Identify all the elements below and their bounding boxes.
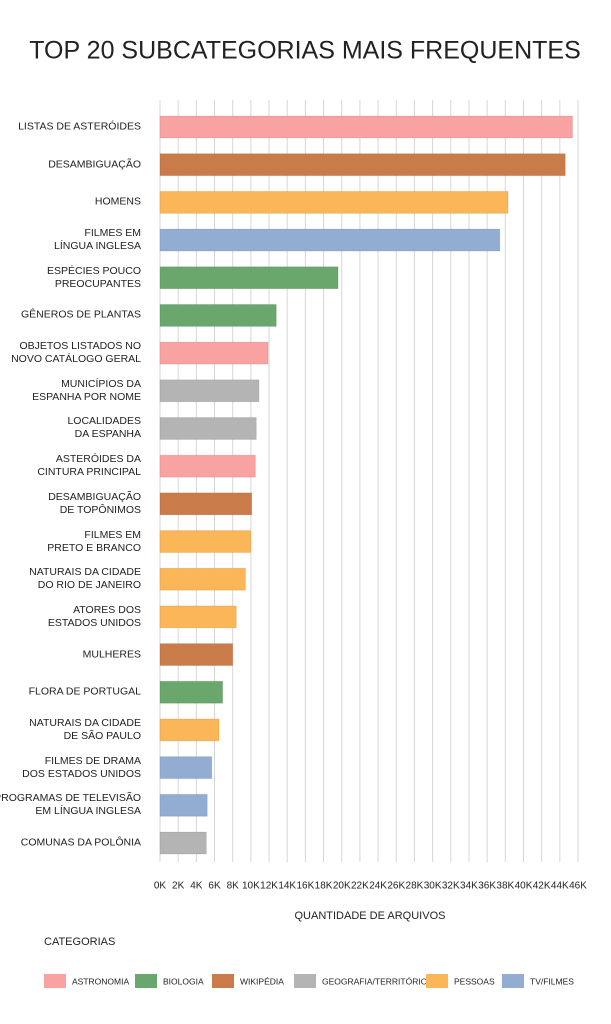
legend-swatch: [135, 974, 157, 988]
y-tick-label: NATURAIS DA CIDADE DO RIO DE JANEIRO: [29, 566, 141, 592]
x-tick-label: 2K: [172, 881, 185, 892]
bar: [159, 266, 339, 290]
x-tick-label: 42K: [533, 881, 551, 892]
x-tick-label: 8K: [227, 881, 240, 892]
x-tick-label: 44K: [551, 881, 569, 892]
x-tick-label: 14K: [278, 881, 296, 892]
bar: [159, 680, 224, 704]
legend-label: TV/FILMES: [530, 976, 574, 986]
y-tick-label: PROGRAMAS DE TELEVISÃO EM LÍNGUA INGLESA: [0, 792, 141, 818]
x-tick-label: 22K: [351, 881, 369, 892]
bar: [159, 756, 213, 780]
bar: [159, 454, 256, 478]
x-axis-title: QUANTIDADE DE ARQUIVOS: [295, 910, 446, 922]
x-tick-label: 12K: [260, 881, 278, 892]
legend-title: CATEGORIAS: [44, 936, 115, 948]
x-tick-label: 26K: [387, 881, 405, 892]
y-tick-label: DESAMBIGUAÇÃO DE TOPÔNIMOS: [48, 490, 141, 516]
bar: [159, 605, 237, 629]
x-tick-label: 6K: [208, 881, 221, 892]
x-tick-label: 20K: [333, 881, 351, 892]
bar: [159, 793, 208, 817]
y-tick-label: MUNICÍPIOS DA ESPANHA POR NOME: [32, 377, 141, 403]
y-tick-label: FILMES DE DRAMA DOS ESTADOS UNIDOS: [22, 754, 141, 780]
x-tick-label: 0K: [154, 881, 167, 892]
y-tick-label: GÊNEROS DE PLANTAS: [20, 308, 141, 321]
x-tick-label: 16K: [296, 881, 314, 892]
bar: [159, 153, 566, 177]
bar: [159, 416, 257, 440]
legend-swatch: [502, 974, 524, 988]
y-tick-label: HOMENS: [94, 195, 141, 208]
y-tick-label: ESPÉCIES POUCO PREOCUPANTES: [47, 264, 141, 290]
legend-swatch: [212, 974, 234, 988]
legend-swatch: [44, 974, 66, 988]
y-tick-label: DESAMBIGUAÇÃO: [48, 158, 141, 171]
y-tick-label: FLORA DE PORTUGAL: [28, 685, 141, 698]
y-tick-label: NATURAIS DA CIDADE DE SÃO PAULO: [29, 716, 141, 742]
x-tick-label: 24K: [369, 881, 387, 892]
bar: [159, 115, 574, 139]
bar: [159, 567, 246, 591]
bar: [159, 303, 277, 327]
y-tick-label: LOCALIDADES DA ESPANHA: [67, 415, 141, 441]
x-tick-label: 46K: [569, 881, 587, 892]
bar: [159, 341, 269, 365]
bar: [159, 643, 234, 667]
x-tick-label: 38K: [496, 881, 514, 892]
y-tick-label: OBJETOS LISTADOS NO NOVO CATÁLOGO GERAL: [11, 340, 141, 366]
bar: [159, 492, 253, 516]
y-tick-label: FILMES EM LÍNGUA INGLESA: [54, 227, 141, 253]
x-tick-label: 36K: [478, 881, 496, 892]
bar: [159, 530, 252, 554]
legend-label: BIOLOGIA: [163, 976, 204, 986]
chart-title: TOP 20 SUBCATEGORIAS MAIS FREQUENTES: [29, 37, 581, 65]
x-tick-label: 34K: [460, 881, 478, 892]
x-tick-label: 30K: [424, 881, 442, 892]
bar: [159, 831, 207, 855]
y-tick-label: FILMES EM PRETO E BRANCO: [47, 528, 141, 554]
y-tick-label: MULHERES: [82, 648, 141, 661]
legend-label: GEOGRAFIA/TERRITÓRIOS: [322, 976, 433, 986]
y-tick-label: COMUNAS DA POLÔNIA: [20, 836, 141, 849]
bar: [159, 379, 260, 403]
bar: [159, 190, 509, 214]
y-tick-label: ATORES DOS ESTADOS UNIDOS: [47, 603, 141, 629]
legend-label: ASTRONOMIA: [72, 976, 129, 986]
x-tick-label: 32K: [442, 881, 460, 892]
x-tick-label: 4K: [190, 881, 203, 892]
bar: [159, 718, 220, 742]
x-tick-label: 28K: [406, 881, 424, 892]
legend-label: WIKIPÉDIA: [240, 976, 284, 986]
y-tick-label: LISTAS DE ASTERÓIDES: [18, 120, 141, 133]
x-tick-label: 18K: [315, 881, 333, 892]
legend-swatch: [426, 974, 448, 988]
legend-label: PESSOAS: [454, 976, 495, 986]
x-tick-label: 40K: [515, 881, 533, 892]
y-tick-label: ASTERÓIDES DA CINTURA PRINCIPAL: [37, 453, 141, 479]
x-tick-label: 10K: [242, 881, 260, 892]
legend-swatch: [294, 974, 316, 988]
bar: [159, 228, 501, 252]
